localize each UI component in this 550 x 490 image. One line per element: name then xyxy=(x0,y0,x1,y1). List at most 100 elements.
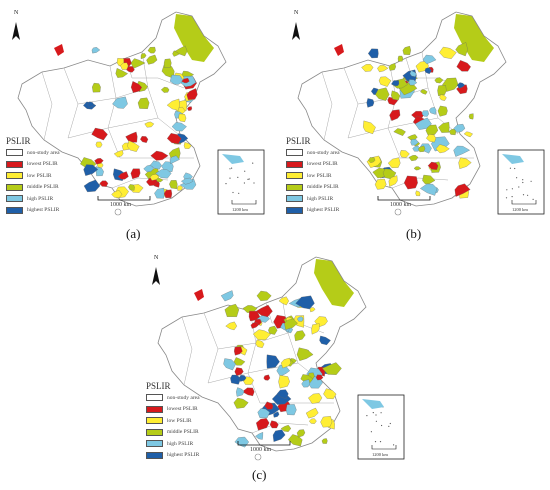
city-region xyxy=(448,129,457,136)
city-region xyxy=(140,53,147,60)
city-region xyxy=(375,87,390,101)
city-region xyxy=(126,66,135,73)
city-region xyxy=(112,96,128,109)
north-label: N xyxy=(14,10,19,16)
inset-island xyxy=(366,415,368,417)
legend-label: low PSLIR xyxy=(307,172,332,179)
legend-label: high PSLIR xyxy=(27,195,54,202)
scale-label: 1000 km xyxy=(110,202,132,208)
inset-island xyxy=(530,180,532,182)
legend-swatch xyxy=(286,172,303,180)
inset-island xyxy=(243,182,245,184)
province-border xyxy=(203,312,219,384)
inset-island xyxy=(229,168,231,170)
city-region xyxy=(224,303,240,317)
legend-label: middle PSLIR xyxy=(167,429,199,436)
city-region xyxy=(146,54,158,65)
legend-label: lowest PSLIR xyxy=(167,406,198,413)
north-label: N xyxy=(294,10,299,16)
city-region xyxy=(181,77,190,84)
legend-swatch xyxy=(6,149,23,157)
city-region xyxy=(177,185,183,191)
city-region xyxy=(266,354,280,369)
scale-bar xyxy=(237,441,291,446)
legend-item-middle: middle PSLIR xyxy=(6,182,60,194)
legend-item-lowest: lowest PSLIR xyxy=(286,159,340,171)
legend-swatch xyxy=(286,149,303,157)
province-border xyxy=(343,67,359,139)
city-region xyxy=(144,121,155,128)
inset-scale-label: 1200 km xyxy=(232,207,248,212)
city-region xyxy=(403,175,418,190)
legend-title: PSLIR xyxy=(146,381,171,391)
legend-swatch xyxy=(146,405,163,413)
city-region xyxy=(393,128,406,136)
panel-label-a: (a) xyxy=(126,226,141,241)
inset-scale-label: 1200 km xyxy=(372,452,388,457)
city-region xyxy=(272,429,286,442)
city-region xyxy=(468,113,474,120)
city-region xyxy=(83,164,99,176)
city-region xyxy=(422,174,436,185)
city-region xyxy=(167,133,182,145)
city-region xyxy=(308,393,323,404)
city-region xyxy=(425,124,439,137)
city-region xyxy=(418,145,426,153)
scale-label: 1000 km xyxy=(250,447,272,453)
city-region xyxy=(413,166,422,171)
city-region xyxy=(186,88,198,100)
city-region xyxy=(130,81,142,93)
city-region xyxy=(137,97,150,109)
legend-label: low PSLIR xyxy=(167,417,192,424)
city-region xyxy=(115,68,128,78)
legend-items: non-study area lowest PSLIR low PSLIR middl… xyxy=(146,392,200,461)
city-region xyxy=(284,318,298,330)
city-region xyxy=(150,150,169,161)
city-region xyxy=(389,109,401,121)
province-border xyxy=(391,177,449,189)
region-northeast xyxy=(454,14,494,62)
city-region xyxy=(264,401,274,410)
city-region xyxy=(388,175,398,187)
legend-item-low: low PSLIR xyxy=(6,170,60,182)
north-arrow-icon xyxy=(152,267,160,285)
city-region xyxy=(117,171,129,180)
city-region xyxy=(435,144,450,154)
legend-label: lowest PSLIR xyxy=(307,161,338,168)
city-region xyxy=(368,48,379,59)
city-region xyxy=(278,375,290,389)
china-map-a xyxy=(12,11,265,216)
legend-label: highest PSLIR xyxy=(27,207,60,214)
legend-label: highest PSLIR xyxy=(307,207,340,214)
legend-title: PSLIR xyxy=(6,136,31,146)
inset-island xyxy=(375,420,377,422)
province-border xyxy=(251,422,309,434)
city-region xyxy=(415,190,421,197)
city-region xyxy=(463,131,473,138)
city-region xyxy=(256,418,270,431)
inset-island xyxy=(518,186,520,188)
province-border xyxy=(181,316,193,386)
legend-item-highest: highest PSLIR xyxy=(146,450,200,462)
city-region xyxy=(427,161,439,170)
city-region xyxy=(276,389,289,400)
legend-item-lowest: lowest PSLIR xyxy=(6,159,60,171)
city-region xyxy=(377,65,389,73)
inset-island xyxy=(532,198,534,200)
city-region xyxy=(111,190,123,199)
city-region xyxy=(402,45,411,55)
legend-item-highest: highest PSLIR xyxy=(6,205,60,217)
inset-coast xyxy=(362,399,384,409)
legend-item-low: low PSLIR xyxy=(286,170,340,182)
china-map-c xyxy=(152,256,405,461)
legend-item-none: non-study area xyxy=(286,147,340,159)
legend: PSLIR non-study area lowest PSLIR low PSLI… xyxy=(6,136,60,216)
city-region xyxy=(408,79,418,86)
legend-label: lowest PSLIR xyxy=(27,161,58,168)
province-border xyxy=(67,117,179,139)
inset-island xyxy=(522,179,524,181)
city-region xyxy=(273,411,280,418)
legend-title: PSLIR xyxy=(286,136,311,146)
legend-item-high: high PSLIR xyxy=(6,193,60,205)
legend-swatch xyxy=(6,160,23,168)
